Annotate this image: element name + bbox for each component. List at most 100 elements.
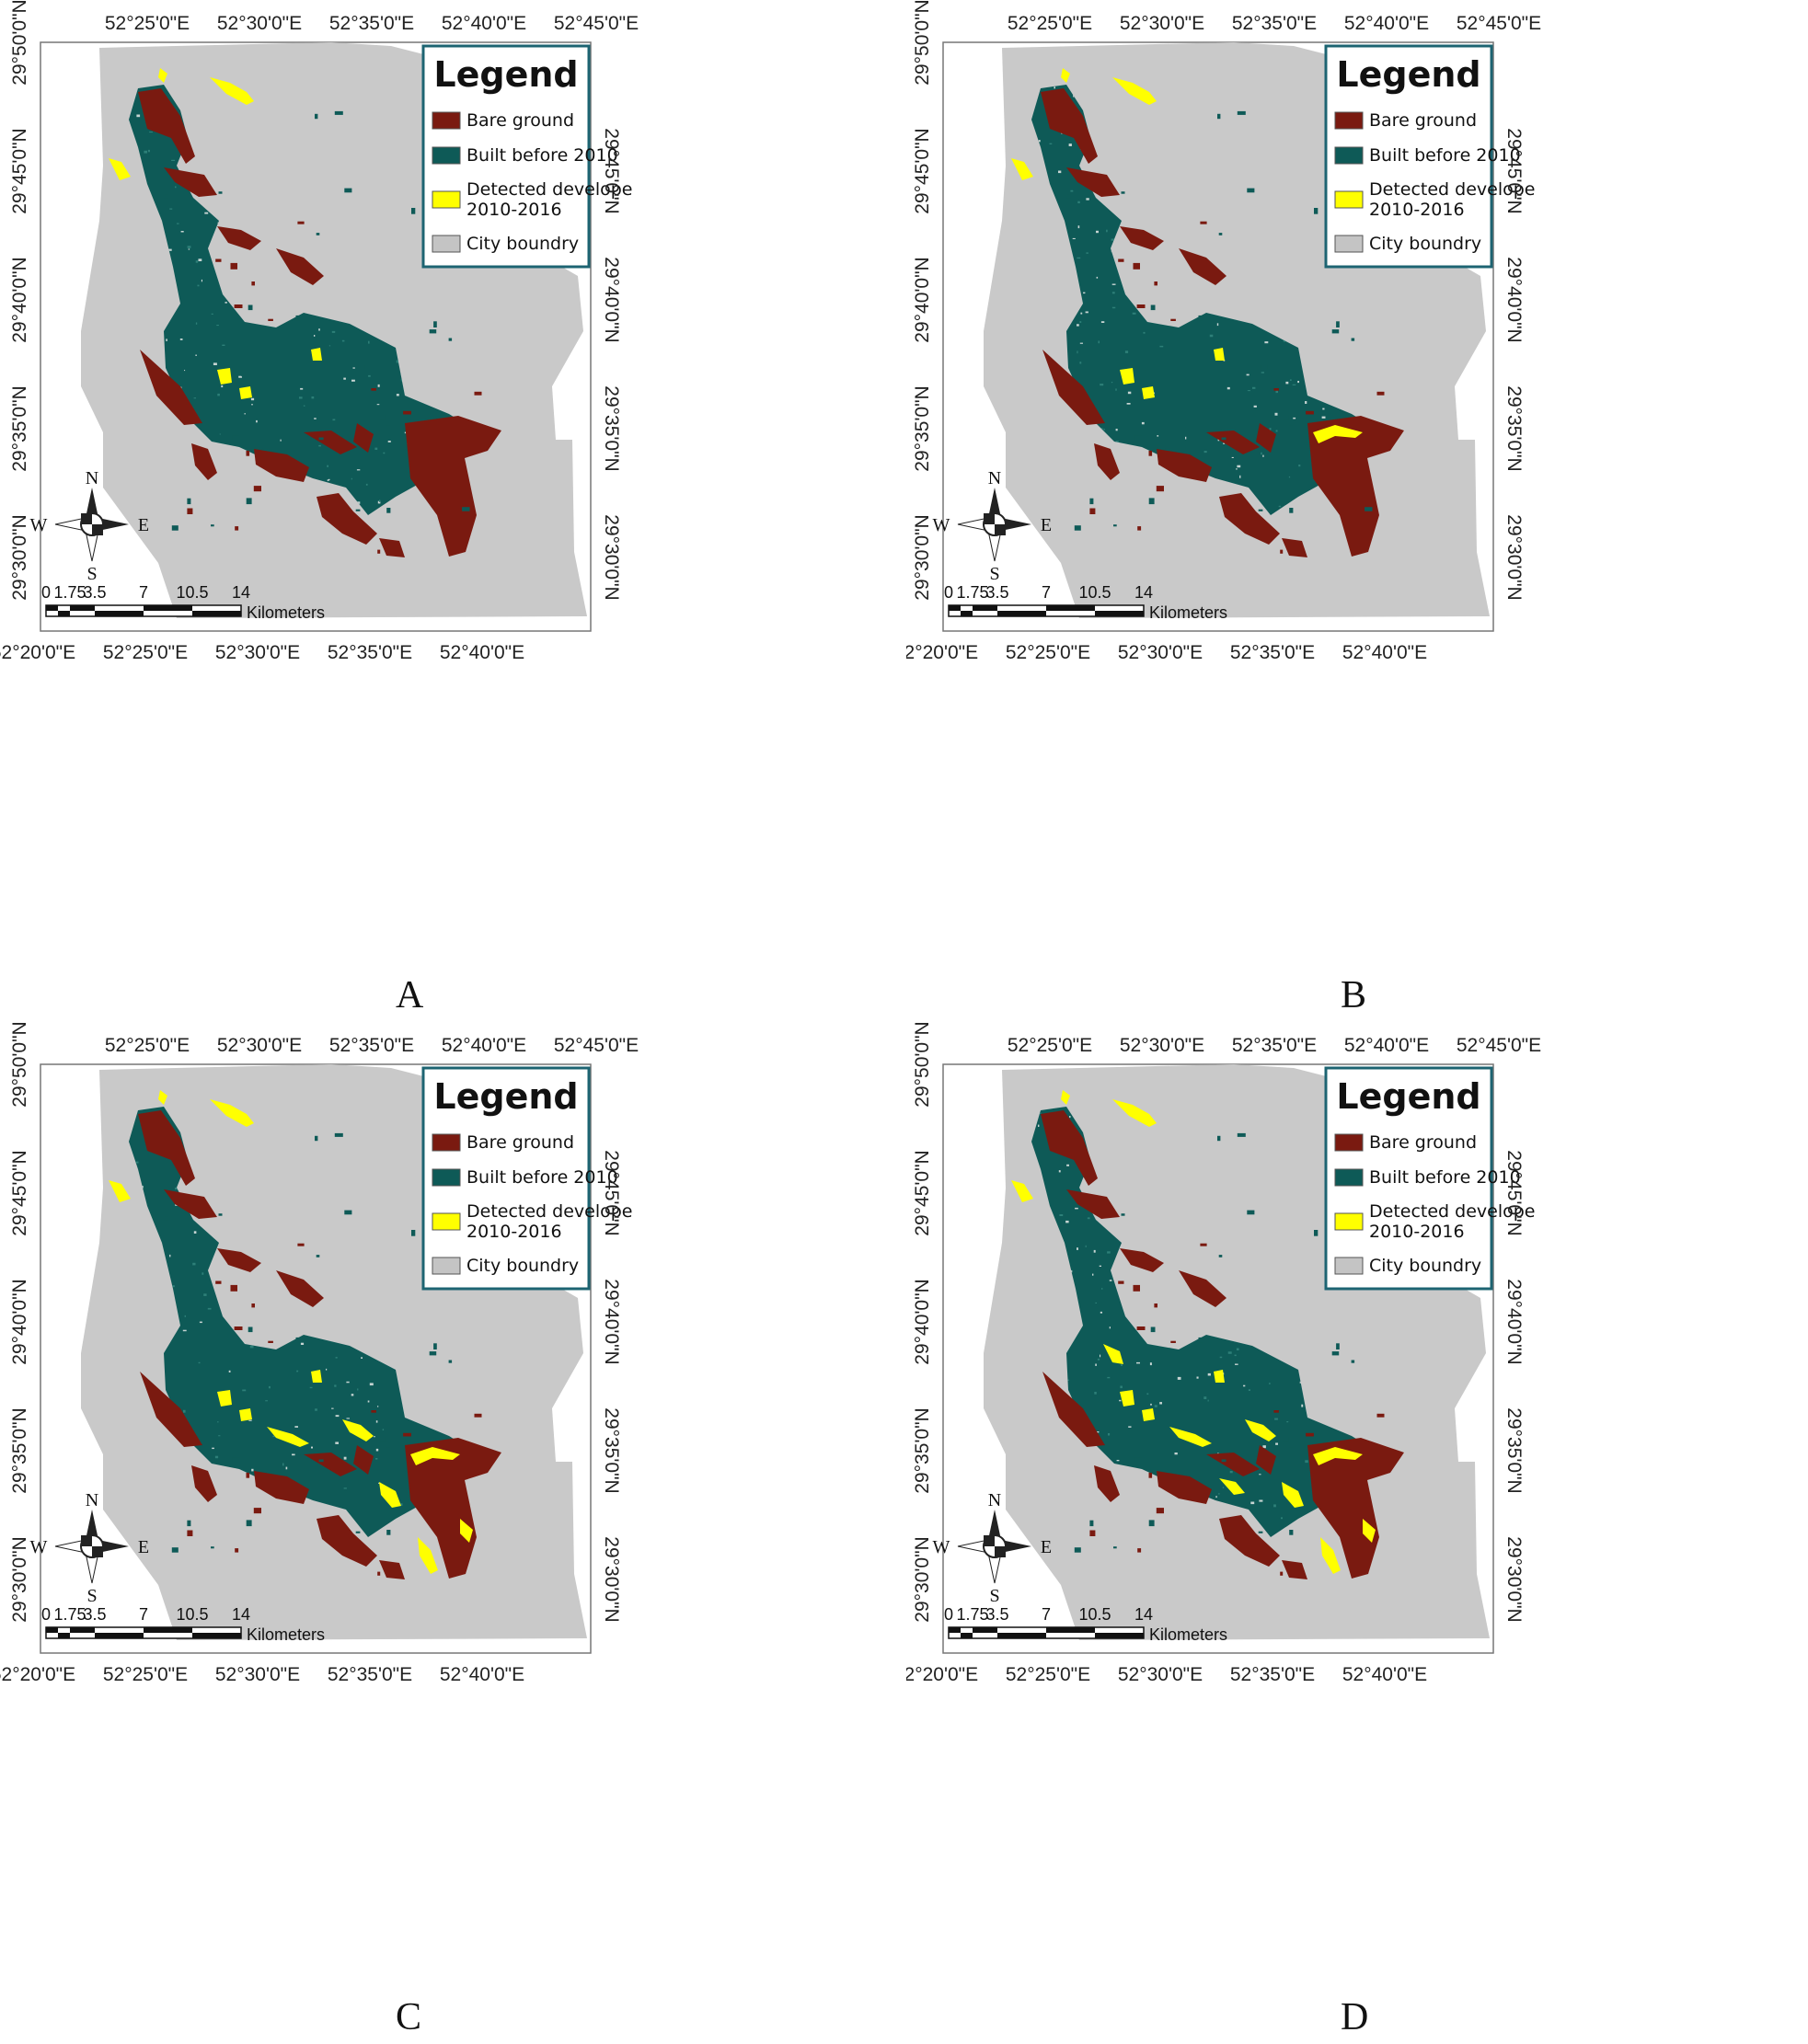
compass-s: S xyxy=(86,564,97,584)
compass-quadrant xyxy=(984,1535,995,1546)
land-patch xyxy=(1280,549,1284,554)
land-patch xyxy=(1133,262,1140,270)
bare-ground-patch xyxy=(1094,443,1120,480)
left-tick-label: 29°50'0"N xyxy=(9,1022,30,1108)
land-patch xyxy=(1200,221,1207,224)
built-speck xyxy=(1159,1402,1162,1405)
land-patch xyxy=(1144,1392,1147,1399)
top-tick-label: 52°45'0"E xyxy=(554,13,639,34)
top-tick-label: 52°30'0"E xyxy=(1120,1035,1204,1056)
land-patch xyxy=(411,1230,416,1236)
scale-segment xyxy=(58,611,70,616)
built-speck xyxy=(1059,1214,1064,1216)
panel-label-c: C xyxy=(396,1996,422,2038)
built-speck xyxy=(1227,1351,1232,1354)
built-speck xyxy=(1100,428,1103,430)
land-patch xyxy=(295,315,301,321)
land-patch xyxy=(1113,524,1117,527)
land-patch xyxy=(218,191,223,194)
left-tick-label: 29°35'0"N xyxy=(9,1407,30,1493)
built-speck xyxy=(1229,1471,1233,1474)
built-speck xyxy=(1096,276,1099,279)
land-patch xyxy=(1137,1548,1142,1553)
developed-area xyxy=(460,1519,473,1543)
top-tick-label: 52°45'0"E xyxy=(554,1035,639,1056)
built-speck xyxy=(1079,362,1082,364)
bare-ground-patch xyxy=(379,1560,405,1579)
developed-area xyxy=(1120,368,1134,385)
built-speck xyxy=(318,328,320,331)
built-speck xyxy=(1236,1348,1239,1350)
built-speck xyxy=(1261,372,1264,373)
built-speck xyxy=(383,452,386,454)
built-speck xyxy=(300,387,304,390)
built-speck xyxy=(1261,452,1262,455)
land-patch xyxy=(344,1210,352,1215)
built-speck xyxy=(1275,1442,1278,1445)
built-speck xyxy=(1083,292,1086,294)
built-speck xyxy=(1218,1493,1220,1495)
legend-label: 2010-2016 xyxy=(466,200,562,220)
left-tick-label: 29°45'0"N xyxy=(912,1150,933,1235)
built-speck xyxy=(1132,312,1136,315)
built-speck xyxy=(1290,379,1292,381)
bare-ground-patch xyxy=(1157,1471,1212,1504)
developed-area xyxy=(1142,1408,1155,1421)
bare-ground-patch xyxy=(140,350,202,425)
land-patch xyxy=(474,391,482,396)
land-patch xyxy=(1113,1546,1117,1549)
land-patch xyxy=(297,221,305,224)
map-a: Legend Bare ground Built before 2010 Detect… xyxy=(0,0,639,663)
built-speck xyxy=(303,405,305,407)
built-speck xyxy=(1262,1445,1266,1449)
bare-ground-patch xyxy=(1041,1110,1098,1186)
graticule-labels: 52°25'0"E 52°30'0"E 52°35'0"E 52°40'0"E 52°4… xyxy=(906,1022,1541,1685)
scale-segment xyxy=(1046,1627,1095,1633)
scale-tick-label: 14 xyxy=(1134,1605,1153,1624)
built-speck xyxy=(1109,1326,1111,1329)
scale-segment xyxy=(1095,611,1144,616)
scale-tick-label: 3.5 xyxy=(985,583,1008,602)
left-tick-label: 29°45'0"N xyxy=(9,1150,30,1235)
bottom-tick-label: 52°20'0"E xyxy=(0,642,75,663)
built-speck xyxy=(315,1408,317,1411)
scale-unit: Kilometers xyxy=(1149,1625,1227,1644)
legend: Legend Bare ground Built before 2010 Detect… xyxy=(1324,1066,1535,1291)
land-patch xyxy=(297,1243,305,1246)
land-patch xyxy=(1314,208,1319,214)
land-patch xyxy=(1148,450,1153,456)
land-patch xyxy=(164,1216,169,1221)
right-tick-label: 29°45'0"N xyxy=(1503,1150,1525,1235)
land-patch xyxy=(1288,422,1294,426)
built-speck xyxy=(1259,1499,1263,1502)
bare-ground-patch xyxy=(304,1453,357,1476)
land-patch xyxy=(1089,508,1096,514)
built-speck xyxy=(225,302,227,304)
land-patch xyxy=(1351,338,1355,341)
built-speck xyxy=(327,479,329,481)
scale-tick-label: 7 xyxy=(139,1605,148,1624)
built-speck xyxy=(335,1441,339,1444)
built-speck xyxy=(1079,321,1082,323)
bare-ground-patch xyxy=(304,431,357,454)
right-tick-label: 29°40'0"N xyxy=(601,1279,622,1364)
built-speck xyxy=(1109,1280,1112,1281)
bottom-tick-label: 52°25'0"E xyxy=(1006,642,1090,663)
legend-label: 2010-2016 xyxy=(1369,200,1465,220)
built-speck xyxy=(356,501,361,504)
built-speck xyxy=(335,1357,338,1359)
built-speck xyxy=(1236,468,1238,470)
bottom-tick-label: 52°20'0"E xyxy=(906,1664,978,1685)
left-tick-label: 29°40'0"N xyxy=(9,1279,30,1364)
compass-quadrant xyxy=(92,524,103,535)
built-speck xyxy=(331,1407,334,1409)
land-patch xyxy=(315,113,318,120)
built-speck xyxy=(244,413,246,415)
built-speck xyxy=(195,322,198,325)
scale-tick-label: 14 xyxy=(232,1605,250,1624)
scale-segment xyxy=(46,1627,58,1633)
right-tick-label: 29°45'0"N xyxy=(601,128,622,213)
land-patch xyxy=(235,526,239,531)
top-tick-label: 52°40'0"E xyxy=(1344,1035,1429,1056)
